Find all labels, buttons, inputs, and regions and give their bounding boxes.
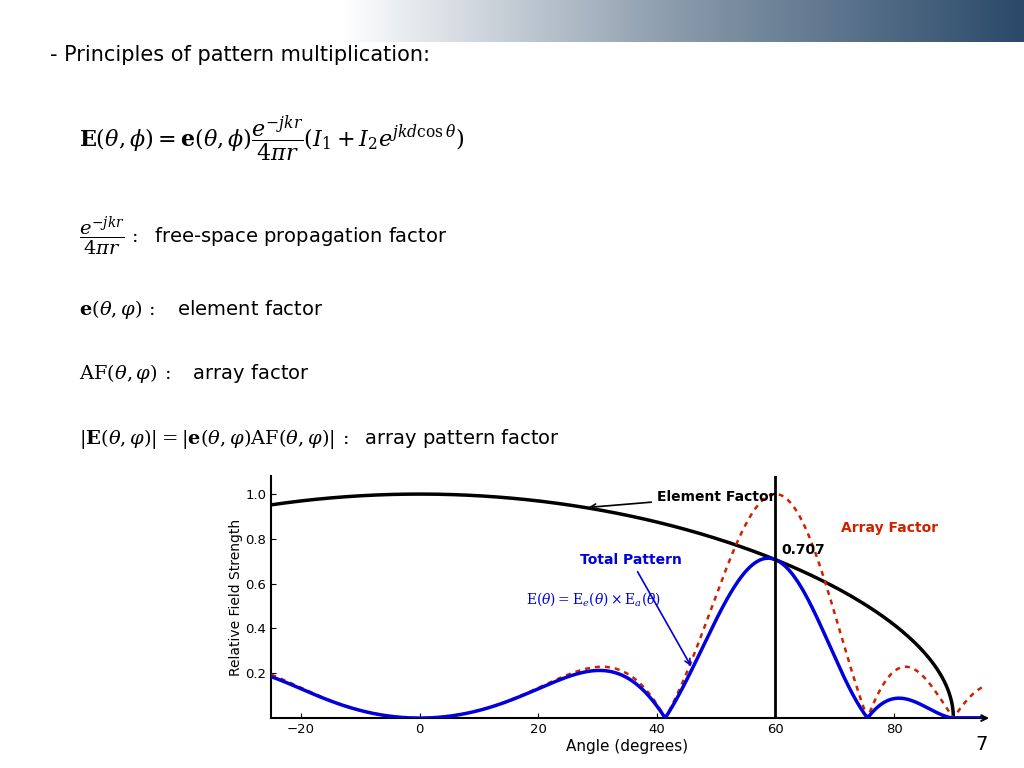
Text: 7: 7 bbox=[976, 735, 988, 754]
Text: $\mathrm{AF}(\theta,\varphi)$$\,:$   array factor: $\mathrm{AF}(\theta,\varphi)$$\,:$ array… bbox=[79, 362, 309, 386]
Text: $\dfrac{e^{-jkr}}{4\pi r}$$\,:$  free-space propagation factor: $\dfrac{e^{-jkr}}{4\pi r}$$\,:$ free-spa… bbox=[79, 215, 446, 258]
X-axis label: Angle (degrees): Angle (degrees) bbox=[566, 739, 688, 753]
Text: $|\mathbf{E}(\theta,\varphi)|=|\mathbf{e}(\theta,\varphi)\mathrm{AF}(\theta,\var: $|\mathbf{E}(\theta,\varphi)|=|\mathbf{e… bbox=[79, 427, 559, 451]
Text: $\mathbf{E}(\theta,\phi) = \mathbf{e}(\theta,\phi)\dfrac{e^{-jkr}}{4\pi r}(I_1 +: $\mathbf{E}(\theta,\phi) = \mathbf{e}(\t… bbox=[79, 114, 464, 164]
Text: $\mathbf{e}(\theta,\varphi)$$\,:$   element factor: $\mathbf{e}(\theta,\varphi)$$\,:$ elemen… bbox=[79, 298, 323, 321]
Y-axis label: Relative Field Strength: Relative Field Strength bbox=[228, 518, 243, 676]
Text: Total Pattern: Total Pattern bbox=[580, 552, 690, 664]
Text: Element Factor: Element Factor bbox=[590, 490, 775, 509]
Text: Array Factor: Array Factor bbox=[841, 521, 938, 535]
Text: 0.707: 0.707 bbox=[781, 544, 825, 558]
Text: - Principles of pattern multiplication:: - Principles of pattern multiplication: bbox=[50, 45, 430, 65]
Text: $\mathrm{E}(\theta) = \mathrm{E}_e(\theta)\times\mathrm{E}_a(\theta)$: $\mathrm{E}(\theta) = \mathrm{E}_e(\thet… bbox=[526, 591, 662, 608]
